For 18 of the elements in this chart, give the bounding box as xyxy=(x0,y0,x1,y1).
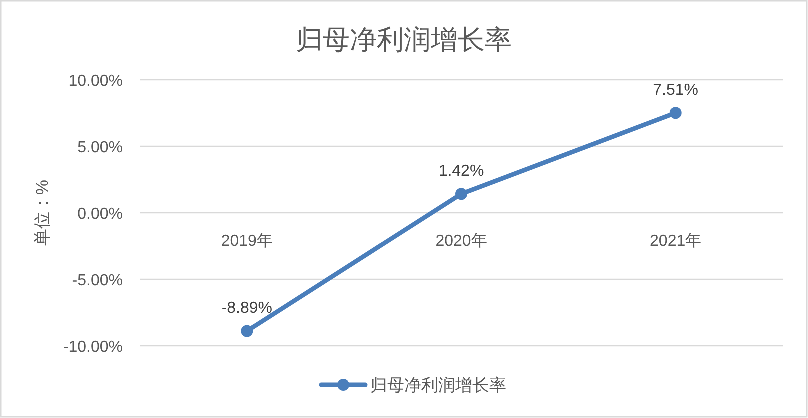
y-tick-label: 10.00% xyxy=(68,73,123,90)
y-tick-label: -5.00% xyxy=(72,272,123,290)
ylabel: 单位：% xyxy=(33,180,52,246)
legend-label: 归母净利润增长率 xyxy=(370,376,506,395)
point xyxy=(241,325,254,338)
title: 归母净利润增长率 xyxy=(296,25,512,55)
y-tick-label: 0.00% xyxy=(78,206,123,223)
point xyxy=(456,188,468,200)
y-tick-label: -10.00% xyxy=(63,339,123,356)
legend: 归母净利润增长率 xyxy=(319,376,506,395)
data-label: 1.42% xyxy=(438,163,484,180)
data-label: -8.89% xyxy=(222,300,273,318)
x-tick-label: 2020年 xyxy=(436,233,488,250)
data-label: 7.51% xyxy=(653,82,699,100)
x-tick-label: 2021年 xyxy=(650,233,702,250)
point xyxy=(670,107,682,120)
x-tick-label: 2019年 xyxy=(221,233,273,250)
y-tick-label: 5.00% xyxy=(78,140,123,156)
